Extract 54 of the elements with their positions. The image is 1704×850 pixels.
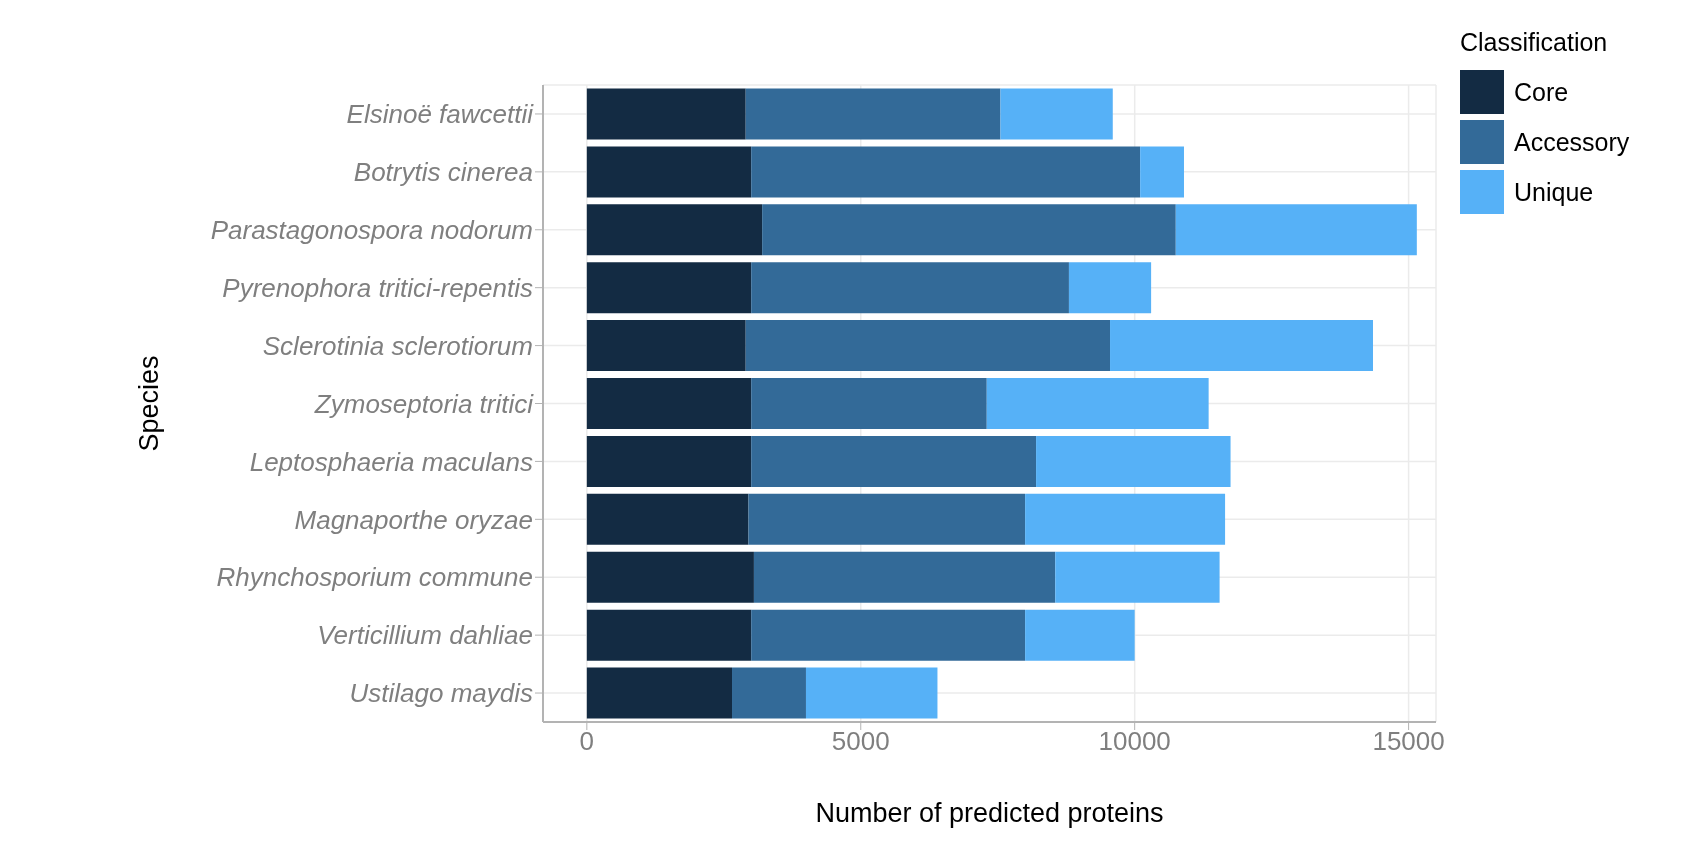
bar xyxy=(586,262,752,314)
bar xyxy=(1025,493,1226,545)
x-tick-label: 10000 xyxy=(1098,726,1171,757)
y-tick-label: Elsinoë fawcettii xyxy=(346,99,535,130)
bar xyxy=(586,551,754,603)
y-tick-label: Ustilago maydis xyxy=(349,678,533,709)
bar xyxy=(1000,88,1113,140)
bar xyxy=(745,320,1111,372)
bar xyxy=(751,262,1069,314)
bar xyxy=(586,493,749,545)
bar xyxy=(1036,435,1231,487)
bar xyxy=(1140,146,1184,198)
bar xyxy=(986,378,1209,430)
x-tick-label: 5000 xyxy=(831,726,890,757)
bar xyxy=(1068,262,1152,314)
y-tick-label: Rhynchosporium commune xyxy=(216,562,533,593)
bar xyxy=(586,378,752,430)
bar xyxy=(1110,320,1373,372)
bar xyxy=(586,667,733,719)
bar xyxy=(751,378,987,430)
bar xyxy=(805,667,938,719)
y-tick-label: Botrytis cinerea xyxy=(353,157,533,188)
y-tick-label: Pyrenophora tritici-repentis xyxy=(222,272,533,303)
y-tick-label: Zymoseptoria tritici xyxy=(313,388,535,419)
x-tick-label: 0 xyxy=(579,726,595,757)
bar xyxy=(751,435,1037,487)
x-axis-title: Number of predicted proteins xyxy=(815,798,1164,828)
legend-label: Accessory xyxy=(1514,127,1630,157)
bar xyxy=(748,493,1026,545)
bar xyxy=(751,146,1141,198)
legend-label: Core xyxy=(1514,77,1569,107)
y-tick-label: Verticillium dahliae xyxy=(317,620,533,651)
bar xyxy=(1055,551,1220,603)
bar xyxy=(586,435,752,487)
bar xyxy=(586,609,752,661)
y-tick-label: Leptosphaeria maculans xyxy=(249,446,533,477)
y-tick-label: Sclerotinia sclerotiorum xyxy=(262,330,533,361)
bar xyxy=(586,320,746,372)
legend-label: Unique xyxy=(1514,177,1594,207)
bar xyxy=(745,88,1001,140)
bar xyxy=(751,609,1026,661)
bar xyxy=(732,667,806,719)
y-tick-label: Magnaporthe oryzae xyxy=(294,504,533,535)
legend-title: Classification xyxy=(1460,28,1609,57)
bar xyxy=(586,146,752,198)
bar xyxy=(762,204,1176,256)
y-tick-label: Parastagonospora nodorum xyxy=(210,215,533,245)
bar xyxy=(753,551,1056,603)
bar xyxy=(1025,609,1135,661)
bar xyxy=(586,204,763,256)
bar xyxy=(1175,204,1417,256)
x-tick-label: 15000 xyxy=(1372,726,1445,757)
y-axis-title: Species xyxy=(133,355,164,452)
bar xyxy=(586,88,746,140)
